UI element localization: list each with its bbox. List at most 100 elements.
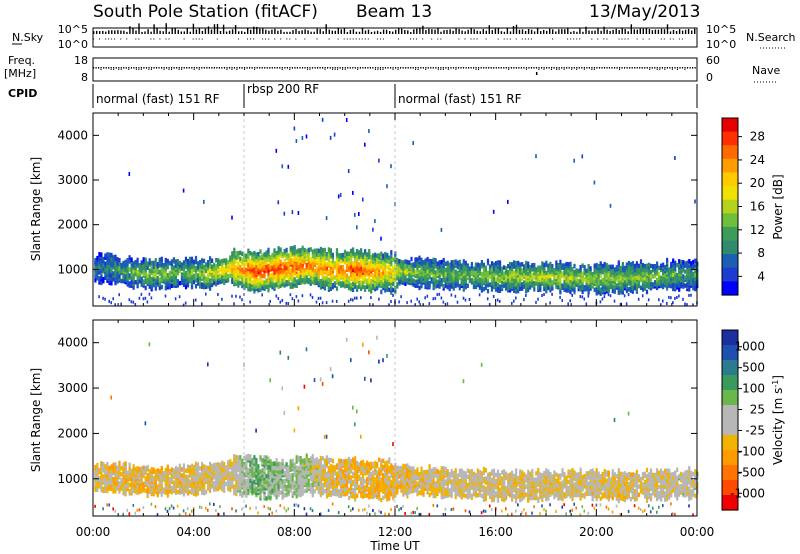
nsky-bar [642,28,644,34]
data-cell [384,258,387,263]
data-cell [154,475,157,480]
scatter-cell [231,507,233,511]
nsky-bar [630,24,632,34]
data-cell [537,265,540,270]
data-cell [539,275,542,280]
data-cell [601,277,604,283]
nsearch-dot [681,38,683,40]
data-cell [215,470,218,476]
data-cell [170,259,173,264]
freq-dot [631,67,633,69]
data-cell [118,262,121,267]
freq-dot [553,67,555,69]
nsearch-dot [183,38,185,40]
data-cell [684,261,687,266]
data-cell [209,480,212,485]
data-cell [503,283,506,288]
nsearch-dot [165,38,167,40]
data-cell [547,277,550,283]
nave-dot [231,69,233,70]
data-cell [108,486,111,491]
nsky-bar [389,31,391,34]
scatter-cell [164,507,167,511]
data-cell [168,271,171,276]
scatter-cell [102,296,104,300]
freq-dot [558,67,560,69]
data-cell [152,475,155,481]
nsearch-dot [247,38,248,40]
data-cell [547,263,550,269]
data-cell [94,485,97,490]
nsearch-dot [476,38,478,40]
sparse-cell [573,158,575,163]
freq-dot [352,67,354,69]
data-cell [182,278,185,283]
data-cell [176,279,179,284]
data-cell [148,483,151,488]
data-cell [543,266,546,272]
data-cell [686,268,689,274]
freq-dot [495,67,497,69]
nave-dot [455,69,457,70]
data-cell [370,287,373,292]
scatter-cell [438,292,441,296]
data-cell [438,260,441,265]
data-cell [301,249,304,255]
scatter-cell [148,292,151,296]
freq-dot [284,67,286,69]
data-cell [176,269,179,274]
freq-dot [228,67,231,69]
scatter-cell [352,298,354,302]
freq-dot [520,67,522,69]
nsky-bar [470,28,472,34]
data-cell [446,264,449,270]
freq-dot [166,67,168,69]
nsky-bar [558,29,560,34]
scatter-cell [609,294,612,298]
data-cell [374,252,377,258]
nsearch-dot [627,38,629,40]
freq-dot [420,67,422,69]
freq-dot [611,67,613,69]
nsearch-dot [274,38,276,40]
scatter-cell [535,300,537,304]
nsky-bar [114,30,116,34]
data-cell [102,486,105,491]
freq-dot [586,67,588,69]
nsky-bar [449,29,451,34]
power-colorbar-swatch [722,213,738,228]
data-cell [237,251,240,256]
data-cell [104,253,107,258]
freq-dot [505,67,507,69]
nsky-bar [651,30,654,34]
data-cell [352,261,355,266]
data-cell [658,275,661,281]
data-cell [605,263,608,268]
nsky-bar [567,28,569,34]
data-cell [207,260,210,265]
freq-dot [379,67,382,69]
data-cell [609,284,612,290]
data-cell [513,264,516,269]
freq-dot [608,67,611,69]
data-cell [633,285,636,291]
data-cell [601,285,604,291]
data-cell [150,264,153,270]
data-cell [354,266,357,271]
data-cell [164,467,167,473]
data-cell [217,280,220,285]
nsky-bar [319,29,321,34]
data-cell [684,275,687,280]
scatter-cell [641,294,644,298]
freq-dot [251,67,253,69]
data-cell [458,283,461,289]
data-cell [611,268,614,274]
nave-tick-top: 60 [706,54,720,67]
nsky-bar [633,29,635,34]
freq-dot [629,67,631,69]
data-cell [205,465,208,470]
data-cell [301,277,304,283]
data-cell [619,265,622,271]
data-cell [273,248,276,253]
